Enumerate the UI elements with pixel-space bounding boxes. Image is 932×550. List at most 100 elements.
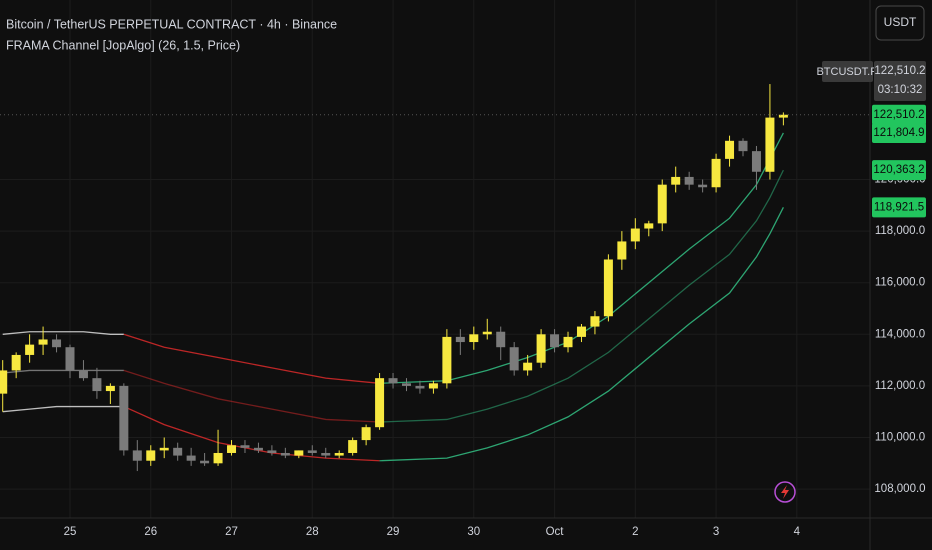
- candle-body: [38, 339, 48, 345]
- candle-body: [65, 347, 75, 371]
- symbol-price: 122,510.2: [874, 65, 925, 77]
- candle-body: [455, 336, 465, 343]
- x-tick-label: 2: [632, 526, 638, 538]
- candle-body: [603, 259, 613, 317]
- candle-body: [388, 378, 398, 384]
- candle-body: [523, 362, 533, 371]
- candle-body: [725, 140, 735, 159]
- candle-body: [267, 450, 277, 453]
- candle-body: [186, 455, 196, 461]
- candle-body: [334, 452, 344, 456]
- candle-body: [0, 370, 8, 394]
- grid: [0, 0, 870, 518]
- channels: [2, 132, 784, 462]
- candle-body: [11, 354, 21, 371]
- price-label: 118,921.5: [874, 201, 924, 213]
- candle-body: [765, 117, 775, 172]
- candle-body: [563, 336, 573, 348]
- chart-title: Bitcoin / TetherUS PERPETUAL CONTRACT · …: [6, 17, 337, 31]
- channel-lower: [379, 207, 784, 462]
- candle-body: [361, 427, 371, 441]
- price-label: 122,510.2: [873, 109, 924, 121]
- candle-body: [428, 383, 438, 389]
- alert-bolt: [781, 485, 789, 499]
- indicator-label: FRAMA Channel [JopAlgo] (26, 1.5, Price): [6, 38, 240, 52]
- candle-body: [751, 151, 761, 172]
- candle-body: [146, 450, 156, 461]
- candle-body: [402, 383, 411, 386]
- channel-mid: [379, 169, 784, 423]
- price-label-box: [872, 197, 926, 218]
- candle-body: [92, 378, 102, 392]
- candle-body: [671, 176, 681, 185]
- x-tick-label: 3: [713, 526, 719, 538]
- candle-body: [550, 334, 560, 348]
- candle-body: [617, 241, 627, 260]
- symbol-tag: [822, 61, 873, 82]
- y-tick-label: 116,000.0: [875, 277, 925, 289]
- candle-body: [496, 331, 506, 348]
- y-tick-label: 114,000.0: [875, 328, 925, 340]
- candle-body: [119, 385, 129, 451]
- candle-body: [307, 450, 317, 453]
- candle-body: [173, 447, 183, 456]
- candle-body: [657, 184, 667, 224]
- currency-button[interactable]: [875, 5, 925, 41]
- y-tick-label: 112,000.0: [875, 380, 925, 392]
- currency-button-label[interactable]: USDT: [884, 15, 917, 29]
- candle-body: [227, 445, 237, 453]
- candle-body: [469, 334, 479, 343]
- channel-lower: [2, 405, 124, 413]
- candle-body: [644, 223, 654, 229]
- candle-body: [536, 334, 546, 363]
- countdown: 03:10:32: [878, 84, 923, 96]
- candle-body: [253, 447, 263, 451]
- candle-body: [348, 440, 358, 453]
- candle-body: [159, 447, 169, 451]
- symbol-tag-label: BTCUSDT.P: [816, 66, 877, 78]
- candle-body: [442, 336, 452, 384]
- candle-body: [25, 344, 35, 355]
- candle-body: [375, 378, 385, 428]
- candle-body: [482, 331, 492, 335]
- price-label-box: [872, 122, 926, 143]
- candle-body: [590, 316, 600, 327]
- candle-body: [711, 158, 721, 188]
- candle-body: [52, 339, 62, 348]
- price-label: 120,363.2: [873, 164, 924, 176]
- y-tick-label: 118,000.0: [875, 225, 925, 237]
- channel-mid: [123, 369, 380, 423]
- y-tick-label: 110,000.0: [875, 432, 925, 444]
- candle-body: [415, 385, 425, 389]
- price-label-box: [872, 160, 926, 181]
- symbol-price-box: [874, 61, 926, 101]
- candle-body: [698, 184, 708, 188]
- candle-body: [280, 452, 290, 456]
- price-label: 121,804.9: [873, 127, 924, 139]
- candle-body: [105, 385, 115, 392]
- candle-body: [630, 228, 640, 242]
- price-label-box: [872, 104, 926, 125]
- axes: 108,000.0 110,000.0 112,000.0 114,000.0 116,…: [0, 104, 926, 538]
- candle-body: [78, 370, 88, 379]
- channel-upper: [379, 132, 784, 384]
- alert-icon[interactable]: [774, 481, 796, 503]
- x-tick-label: 4: [794, 526, 801, 538]
- candles: [0, 84, 788, 472]
- candle-body: [778, 114, 788, 118]
- candle-body: [213, 452, 223, 464]
- x-tick-label: Oct: [546, 526, 565, 538]
- y-tick-label: 108,000.0: [874, 483, 925, 495]
- candle-body: [294, 450, 304, 456]
- x-tick-label: 30: [467, 526, 480, 538]
- x-tick-label: 29: [387, 526, 400, 538]
- candle-body: [509, 347, 519, 371]
- x-tick-label: 28: [306, 526, 319, 538]
- x-tick-label: 25: [64, 526, 77, 538]
- x-tick-label: 27: [225, 526, 238, 538]
- candle-body: [200, 460, 210, 464]
- candle-body: [132, 450, 142, 461]
